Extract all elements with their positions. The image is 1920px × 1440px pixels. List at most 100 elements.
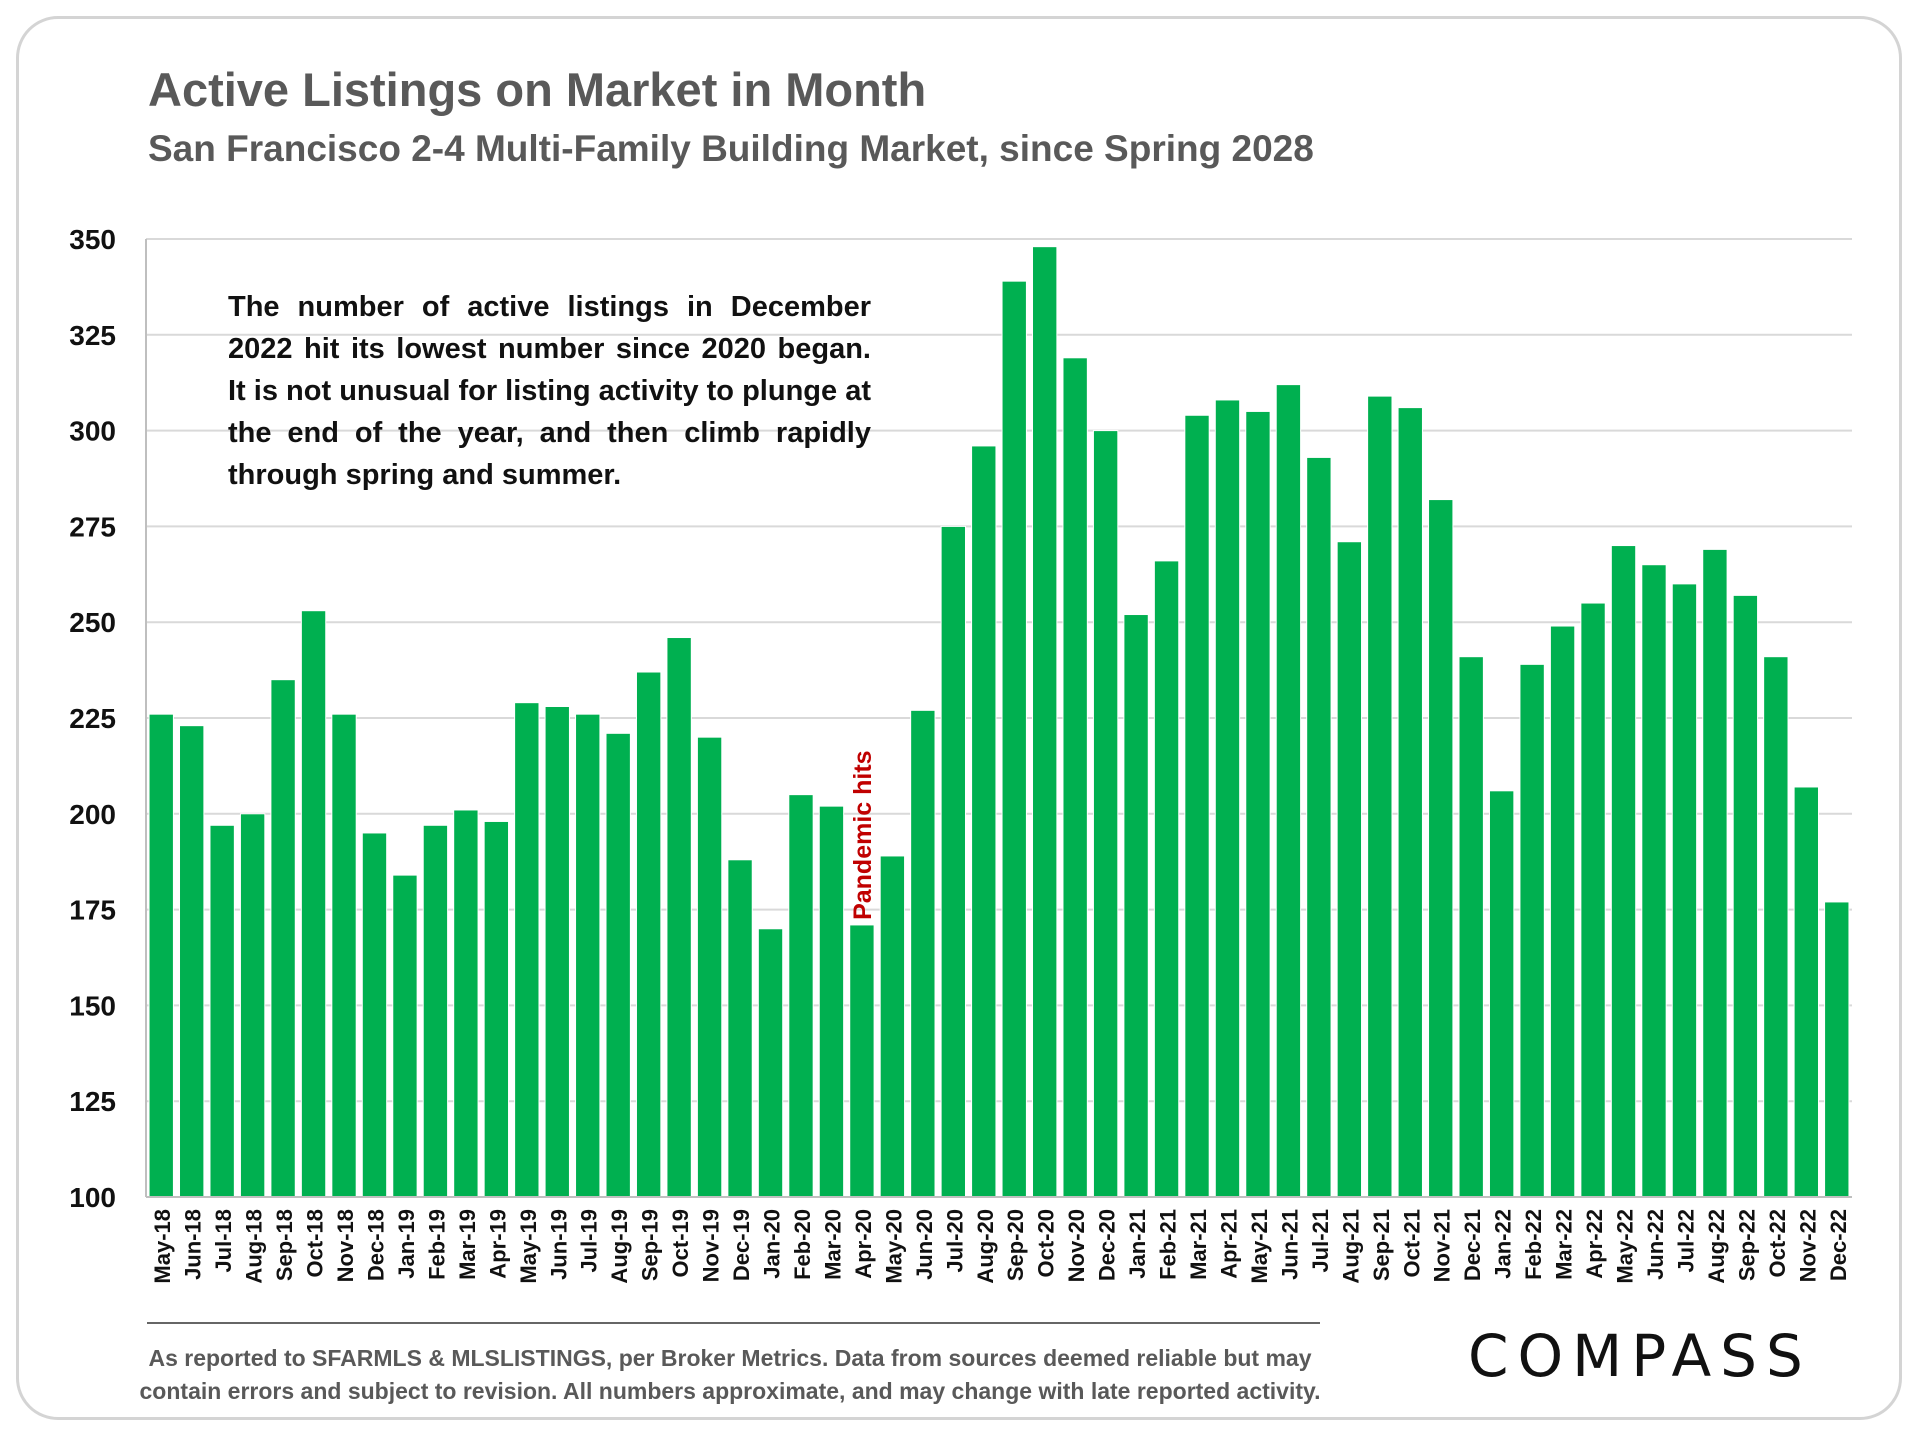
y-tick-labels: 100 125 150 175 200 225 250 275 300 325 350 bbox=[69, 224, 116, 1213]
bar bbox=[1610, 545, 1637, 1198]
bar bbox=[453, 809, 479, 1198]
x-tick-label: Feb-19 bbox=[424, 1209, 449, 1280]
bar bbox=[1062, 357, 1088, 1198]
x-tick-label: Oct-22 bbox=[1765, 1209, 1790, 1277]
x-tick-label: Jan-21 bbox=[1125, 1209, 1150, 1279]
x-tick-label: Sep-20 bbox=[1003, 1209, 1028, 1281]
bar bbox=[1671, 583, 1698, 1198]
x-tick-label: Mar-21 bbox=[1186, 1209, 1211, 1280]
compass-logo: COMPASS bbox=[1468, 1322, 1812, 1390]
bar bbox=[1458, 656, 1484, 1198]
x-tick-label: Sep-21 bbox=[1369, 1209, 1394, 1281]
bar bbox=[1184, 414, 1210, 1198]
bar bbox=[1092, 430, 1119, 1198]
bar bbox=[514, 702, 540, 1198]
x-tick-label: Feb-22 bbox=[1521, 1209, 1546, 1280]
bar bbox=[179, 725, 205, 1198]
bar bbox=[605, 732, 631, 1198]
bar bbox=[849, 924, 875, 1198]
bar bbox=[1488, 790, 1515, 1198]
bar bbox=[1397, 407, 1423, 1198]
x-tick-label: Sep-22 bbox=[1734, 1209, 1759, 1281]
x-tick-label: Mar-19 bbox=[455, 1209, 480, 1280]
bar bbox=[575, 713, 601, 1198]
bar bbox=[209, 824, 235, 1198]
x-tick-label: Jun-22 bbox=[1643, 1209, 1668, 1280]
bar bbox=[940, 525, 966, 1198]
y-tick-label: 150 bbox=[69, 990, 116, 1021]
bar bbox=[300, 610, 327, 1198]
bar bbox=[788, 794, 814, 1198]
y-tick-label: 125 bbox=[69, 1086, 116, 1117]
bar bbox=[1428, 499, 1454, 1198]
x-tick-label: Nov-20 bbox=[1064, 1209, 1089, 1282]
bar bbox=[696, 736, 723, 1198]
bars bbox=[148, 246, 1850, 1198]
y-tick-label: 300 bbox=[69, 416, 116, 447]
x-tick-label: Apr-20 bbox=[851, 1209, 876, 1279]
x-tick-label: Oct-18 bbox=[303, 1209, 328, 1277]
y-tick-label: 100 bbox=[69, 1182, 116, 1213]
x-tick-label: Nov-22 bbox=[1795, 1209, 1820, 1282]
bar bbox=[1519, 663, 1545, 1198]
bar bbox=[1336, 541, 1363, 1198]
axes bbox=[145, 239, 1852, 1198]
x-tick-label: Jun-19 bbox=[546, 1209, 571, 1280]
x-tick-label: Aug-19 bbox=[607, 1209, 632, 1284]
chart-annotations: Pandemic hits bbox=[849, 750, 877, 919]
bar bbox=[1153, 560, 1180, 1198]
x-tick-label: Jun-20 bbox=[912, 1209, 937, 1280]
x-tick-label: Oct-21 bbox=[1399, 1209, 1424, 1277]
x-tick-label: May-18 bbox=[150, 1209, 175, 1284]
chart-subtitle: San Francisco 2-4 Multi-Family Building … bbox=[148, 128, 1314, 169]
bar bbox=[1549, 625, 1576, 1198]
y-tick-label: 275 bbox=[69, 511, 116, 542]
bar bbox=[727, 859, 753, 1198]
bar bbox=[818, 805, 845, 1198]
x-tick-label: Jul-19 bbox=[577, 1209, 602, 1273]
bar bbox=[1702, 548, 1728, 1198]
x-tick-label: Jul-20 bbox=[942, 1209, 967, 1273]
pandemic-annotation: Pandemic hits bbox=[849, 750, 877, 919]
x-tick-label: Jan-19 bbox=[394, 1209, 419, 1279]
x-tick-label: Jul-18 bbox=[211, 1209, 236, 1273]
x-tick-label: Nov-21 bbox=[1430, 1209, 1455, 1282]
x-tick-label: Aug-18 bbox=[242, 1209, 267, 1284]
x-tick-label: Aug-20 bbox=[973, 1209, 998, 1284]
bar bbox=[1245, 410, 1271, 1198]
bar bbox=[879, 855, 906, 1198]
x-tick-label: Feb-21 bbox=[1156, 1209, 1181, 1280]
x-tick-label: Jul-22 bbox=[1673, 1209, 1698, 1273]
x-tick-label: Apr-19 bbox=[485, 1209, 510, 1279]
bar bbox=[1214, 399, 1241, 1198]
bar bbox=[392, 874, 418, 1198]
x-tick-label: May-22 bbox=[1613, 1209, 1638, 1284]
y-tick-label: 250 bbox=[69, 607, 116, 638]
bar bbox=[1793, 786, 1819, 1198]
bar bbox=[148, 713, 174, 1198]
bar bbox=[757, 928, 784, 1198]
annotation-text: The number of active listings in Decembe… bbox=[228, 291, 871, 491]
x-tick-label: Aug-22 bbox=[1704, 1209, 1729, 1284]
x-tick-label: Dec-22 bbox=[1826, 1209, 1851, 1281]
y-tick-label: 200 bbox=[69, 799, 116, 830]
x-tick-label: May-20 bbox=[881, 1209, 906, 1284]
x-tick-label: Jan-20 bbox=[760, 1209, 785, 1279]
x-tick-label: May-19 bbox=[516, 1209, 541, 1284]
bar bbox=[1824, 901, 1850, 1198]
bar bbox=[1367, 395, 1393, 1198]
bar bbox=[1306, 456, 1332, 1198]
x-tick-label: Jul-21 bbox=[1308, 1209, 1333, 1273]
bar bbox=[1001, 280, 1027, 1198]
x-tick-label: May-21 bbox=[1247, 1209, 1272, 1284]
bar bbox=[910, 709, 936, 1198]
y-tick-label: 175 bbox=[69, 895, 116, 926]
x-tick-label: Jun-18 bbox=[181, 1209, 206, 1280]
bar bbox=[239, 813, 266, 1198]
bar bbox=[1763, 656, 1789, 1198]
x-tick-label: Mar-20 bbox=[820, 1209, 845, 1280]
bar bbox=[971, 445, 997, 1198]
x-tick-label: Feb-20 bbox=[790, 1209, 815, 1280]
chart-title: Active Listings on Market in Month bbox=[148, 63, 927, 116]
